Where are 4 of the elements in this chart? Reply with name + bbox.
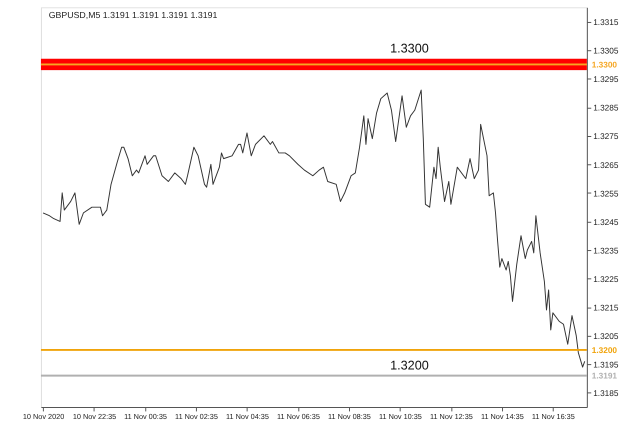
annotation: 1.3300 [390, 42, 429, 56]
line-series [42, 90, 586, 368]
chart-title: GBPUSD,M5 1.3191 1.3191 1.3191 1.3191 [48, 10, 218, 20]
annotation: 1.3200 [390, 358, 429, 372]
